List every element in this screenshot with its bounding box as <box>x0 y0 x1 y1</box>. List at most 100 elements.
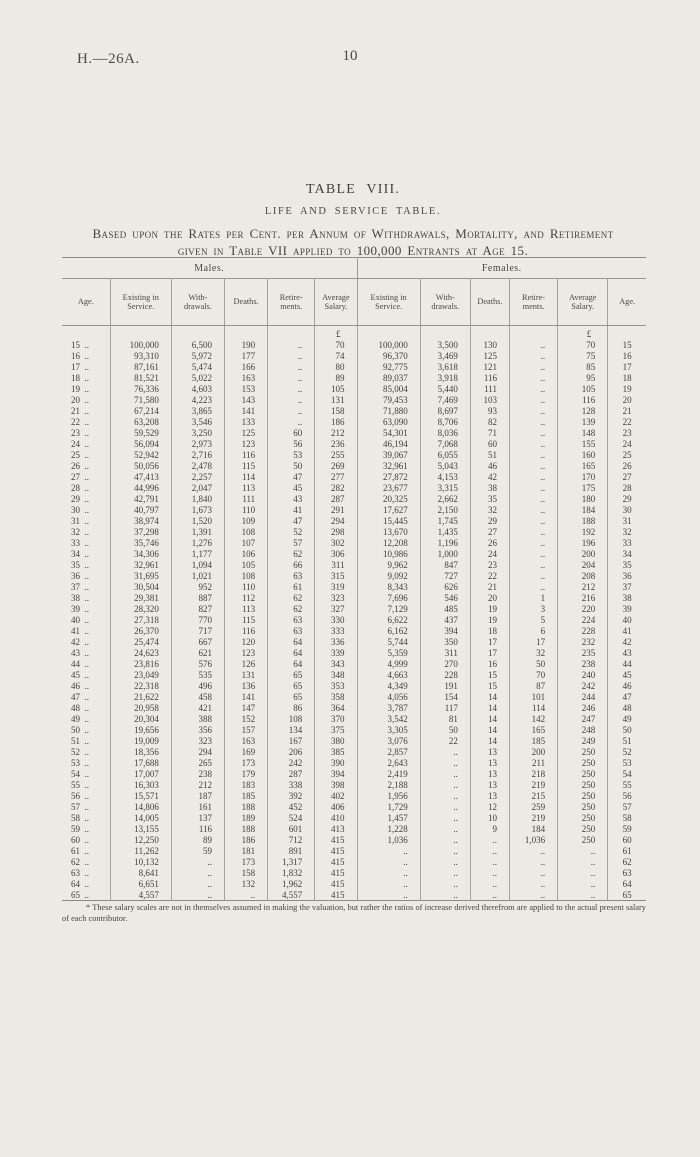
salary-male-cell: 311 <box>314 559 357 570</box>
table-row: 26 .. 50,056 2,478 115 50 269 32,961 5,0… <box>62 460 646 471</box>
retirements-female-cell: .. <box>508 471 558 482</box>
existing-female-cell: 4,663 <box>356 669 421 680</box>
salary-female-cell: 249 <box>557 735 608 746</box>
withdrawals-male-cell: 4,603 <box>170 383 225 394</box>
withdrawals-male-cell: 535 <box>170 669 225 680</box>
retirements-male-cell: 712 <box>267 834 315 845</box>
salary-male-cell: 319 <box>314 581 357 592</box>
salary-male-cell: 358 <box>314 691 357 702</box>
deaths-male-cell: 143 <box>224 394 268 405</box>
existing-female-cell: 32,961 <box>356 460 421 471</box>
withdrawals-female-cell: 191 <box>419 680 471 691</box>
age-female-cell: 45 <box>607 669 646 680</box>
retirements-female-cell: 200 <box>508 746 558 757</box>
withdrawals-male-cell: 770 <box>170 614 225 625</box>
salary-female-cell: 165 <box>557 460 608 471</box>
withdrawals-female-cell: 22 <box>419 735 471 746</box>
withdrawals-female-cell: 437 <box>419 614 471 625</box>
salary-male-cell: 415 <box>314 845 357 856</box>
retirements-male-cell: .. <box>267 394 315 405</box>
table-row: 43 .. 24,623 621 123 64 339 5,359 311 17… <box>62 647 646 658</box>
salary-female-cell: 240 <box>557 669 608 680</box>
salary-female-cell: 250 <box>557 823 608 834</box>
table-row: 15 .. 100,000 6,500 190 .. 70 100,000 3,… <box>62 339 646 350</box>
deaths-female-cell: 103 <box>469 394 510 405</box>
withdrawals-male-cell: 187 <box>170 790 225 801</box>
retirements-female-cell: 165 <box>508 724 558 735</box>
age-male-cell: 50 .. <box>71 724 89 735</box>
table-title: TABLE VIII. <box>305 182 401 197</box>
deaths-female-cell: 24 <box>469 548 510 559</box>
deaths-male-cell: 183 <box>224 779 268 790</box>
deaths-female-cell: 14 <box>469 702 510 713</box>
title-block: TABLE VIII. LIFE AND SERVICE TABLE. Base… <box>30 182 676 259</box>
deaths-male-cell: 188 <box>224 801 268 812</box>
withdrawals-female-cell: 1,196 <box>419 537 471 548</box>
age-female-cell: 62 <box>607 856 646 867</box>
withdrawals-male-cell: .. <box>170 889 225 901</box>
deaths-male-cell: 113 <box>224 603 268 614</box>
col-header-existing-male: Existing in Service. <box>109 278 172 326</box>
existing-male-cell: 14,005 <box>109 812 172 823</box>
salary-male-cell: 105 <box>314 383 357 394</box>
age-male-cell: 59 .. <box>71 823 89 834</box>
salary-female-cell: 250 <box>557 757 608 768</box>
withdrawals-male-cell: 2,047 <box>170 482 225 493</box>
salary-female-cell: 238 <box>557 658 608 669</box>
withdrawals-male-cell: 4,223 <box>170 394 225 405</box>
retirements-female-cell: 6 <box>508 625 558 636</box>
existing-male-cell: 67,214 <box>109 405 172 416</box>
footnote: * These salary scales are not in themsel… <box>62 903 646 923</box>
retirements-male-cell: 45 <box>267 482 315 493</box>
salary-female-cell: 148 <box>557 427 608 438</box>
age-male-cell: 54 .. <box>71 768 89 779</box>
withdrawals-male-cell: 576 <box>170 658 225 669</box>
cell <box>267 325 315 339</box>
salary-male-cell: 402 <box>314 790 357 801</box>
withdrawals-female-cell: 2,150 <box>419 504 471 515</box>
age-male-cell: 44 .. <box>71 658 89 669</box>
table-row: 17 .. 87,161 5,474 166 .. 80 92,775 3,61… <box>62 361 646 372</box>
age-male-cell: 39 .. <box>71 603 89 614</box>
retirements-male-cell: .. <box>267 350 315 361</box>
table-row: 25 .. 52,942 2,716 116 53 255 39,067 6,0… <box>62 449 646 460</box>
withdrawals-female-cell: .. <box>419 812 471 823</box>
salary-female-cell: 250 <box>557 768 608 779</box>
age-female-cell: 46 <box>607 680 646 691</box>
retirements-female-cell: 185 <box>508 735 558 746</box>
age-male-cell: 64 .. <box>71 878 89 889</box>
existing-female-cell: 39,067 <box>356 449 421 460</box>
retirements-male-cell: 56 <box>267 438 315 449</box>
age-female-cell: 58 <box>607 812 646 823</box>
age-male-cell: 65 .. <box>71 889 89 900</box>
age-female-cell: 18 <box>607 372 646 383</box>
age-male-cell: 40 .. <box>71 614 89 625</box>
retirements-female-cell: 259 <box>508 801 558 812</box>
age-male-cell: 23 .. <box>71 427 89 438</box>
existing-female-cell: 2,419 <box>356 768 421 779</box>
age-female-cell: 47 <box>607 691 646 702</box>
withdrawals-male-cell: 238 <box>170 768 225 779</box>
retirements-female-cell: 215 <box>508 790 558 801</box>
deaths-female-cell: 51 <box>469 449 510 460</box>
age-female-cell: 35 <box>607 559 646 570</box>
salary-male-cell: 282 <box>314 482 357 493</box>
col-header-withdrawals-female: With-drawals. <box>419 278 471 326</box>
salary-female-cell: .. <box>557 867 608 878</box>
currency-symbol-male: £ <box>314 325 357 339</box>
salary-male-cell: 89 <box>314 372 357 383</box>
age-male-cell: 25 .. <box>71 449 89 460</box>
salary-female-cell: 196 <box>557 537 608 548</box>
salary-female-cell: .. <box>557 856 608 867</box>
retirements-male-cell: 64 <box>267 647 315 658</box>
salary-male-cell: 343 <box>314 658 357 669</box>
existing-male-cell: 63,208 <box>109 416 172 427</box>
deaths-male-cell: 179 <box>224 768 268 779</box>
table-row: 42 .. 25,474 667 120 64 336 5,744 350 17… <box>62 636 646 647</box>
retirements-male-cell: 63 <box>267 625 315 636</box>
existing-male-cell: 11,262 <box>109 845 172 856</box>
col-header-retirements-male: Retire-ments. <box>267 278 315 326</box>
salary-female-cell: 220 <box>557 603 608 614</box>
age-female-cell: 25 <box>607 449 646 460</box>
table-row: 48 .. 20,958 421 147 86 364 3,787 117 14… <box>62 702 646 713</box>
